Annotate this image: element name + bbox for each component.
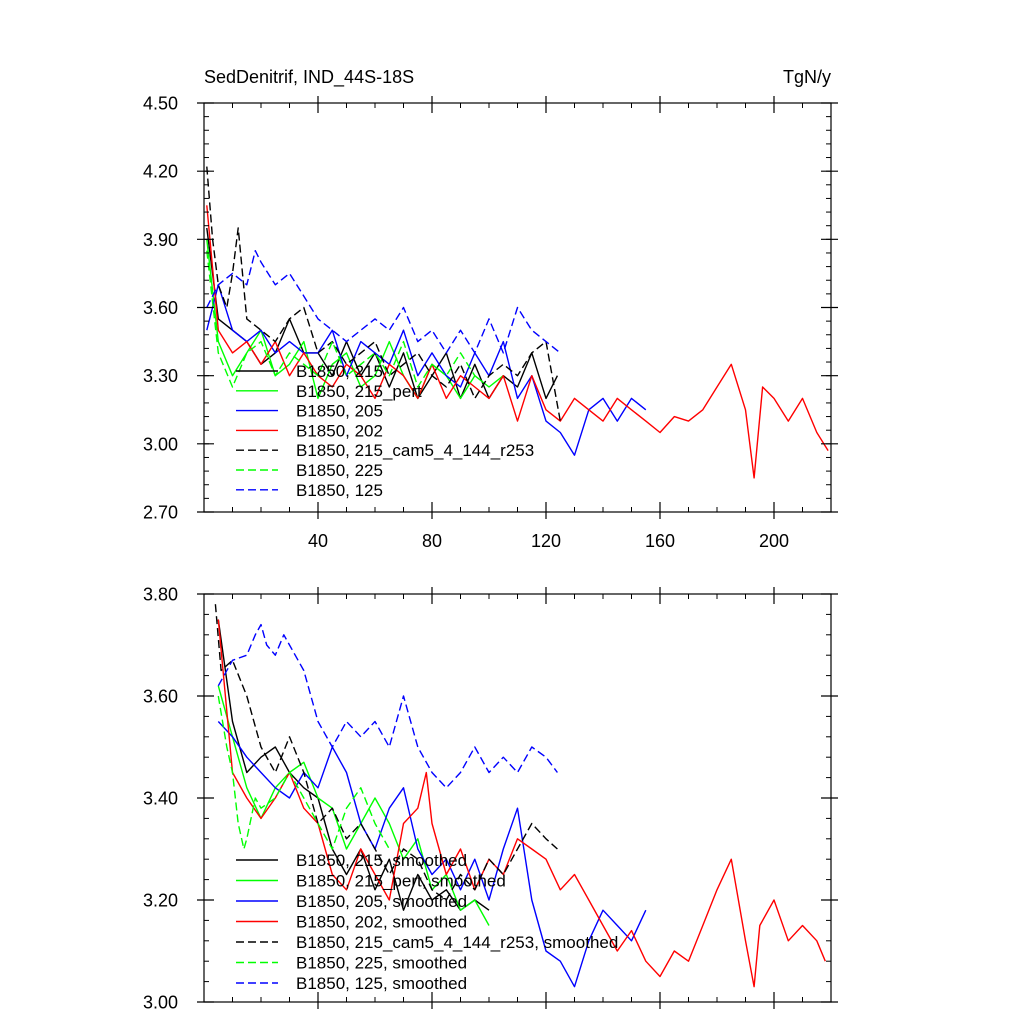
x-tick-label: 160 bbox=[645, 531, 675, 551]
legend-label-5: B1850, 215_cam5_4_144_r253 bbox=[296, 441, 534, 460]
x-tick-label: 40 bbox=[308, 531, 328, 551]
legend-label-3: B1850, 205 bbox=[296, 402, 383, 421]
y-tick-label: 2.70 bbox=[143, 503, 178, 523]
legend-label-2: B1850, 215_pert bbox=[296, 382, 422, 401]
series-line-3 bbox=[206, 284, 647, 456]
series-line-6 bbox=[206, 250, 476, 388]
legend-label-5: B1850, 215_cam5_4_144_r253, smoothed bbox=[296, 933, 618, 952]
x-tick-label: 80 bbox=[422, 531, 442, 551]
chart-panel-1: 2.70 3.00 3.30 3.60 3.90 4.20 4.50 40 80 120 160 20… bbox=[143, 67, 838, 551]
y-tick-label: 3.00 bbox=[143, 993, 178, 1013]
series-line-6 bbox=[217, 695, 390, 850]
y-tick-label: 3.60 bbox=[143, 298, 178, 318]
series-line-4 bbox=[217, 619, 826, 988]
series-group bbox=[206, 166, 829, 479]
series-line-3 bbox=[217, 721, 647, 988]
legend-label-7: B1850, 125, smoothed bbox=[296, 974, 467, 993]
legend-label-1: B1850, 215, smoothed bbox=[296, 851, 467, 870]
series-line-2 bbox=[217, 685, 490, 926]
chart-title: SedDenitrif, IND_44S-18S bbox=[204, 67, 414, 88]
series-line-7 bbox=[217, 623, 558, 789]
y-tick-label: 3.60 bbox=[143, 687, 178, 707]
series-line-4 bbox=[206, 205, 829, 479]
legend-label-2: B1850, 215_pert, smoothed bbox=[296, 872, 506, 891]
y-tick-label: 4.20 bbox=[143, 162, 178, 182]
legend-label-1: B1850, 215 bbox=[296, 362, 383, 381]
y-tick-label: 3.20 bbox=[143, 891, 178, 911]
y-tick-label: 3.40 bbox=[143, 789, 178, 809]
legend-label-3: B1850, 205, smoothed bbox=[296, 892, 467, 911]
series-group bbox=[214, 604, 826, 988]
legend-label-6: B1850, 225 bbox=[296, 461, 383, 480]
legend-label-6: B1850, 225, smoothed bbox=[296, 954, 467, 973]
series-line-7 bbox=[206, 249, 561, 354]
y-tick-label: 4.50 bbox=[143, 94, 178, 114]
legend-label-7: B1850, 125 bbox=[296, 481, 383, 500]
y-tick-label: 3.90 bbox=[143, 230, 178, 250]
legend: B1850, 215, smoothed B1850, 215_pert, smo… bbox=[236, 851, 618, 993]
y-tick-label: 3.00 bbox=[143, 434, 178, 454]
series-line-1 bbox=[217, 619, 490, 911]
series-line-5 bbox=[214, 604, 558, 901]
y-tick-label: 3.80 bbox=[143, 585, 178, 605]
series-line-5 bbox=[206, 166, 561, 422]
legend-label-4: B1850, 202, smoothed bbox=[296, 913, 467, 932]
x-tick-label: 120 bbox=[531, 531, 561, 551]
chart-units: TgN/y bbox=[783, 67, 831, 87]
y-tick-label: 3.30 bbox=[143, 366, 178, 386]
x-tick-label: 200 bbox=[759, 531, 789, 551]
legend-label-4: B1850, 202 bbox=[296, 421, 383, 440]
chart-panel-2: 3.00 3.20 3.40 3.60 3.80 B1850, 215, smoothed… bbox=[143, 585, 838, 1013]
